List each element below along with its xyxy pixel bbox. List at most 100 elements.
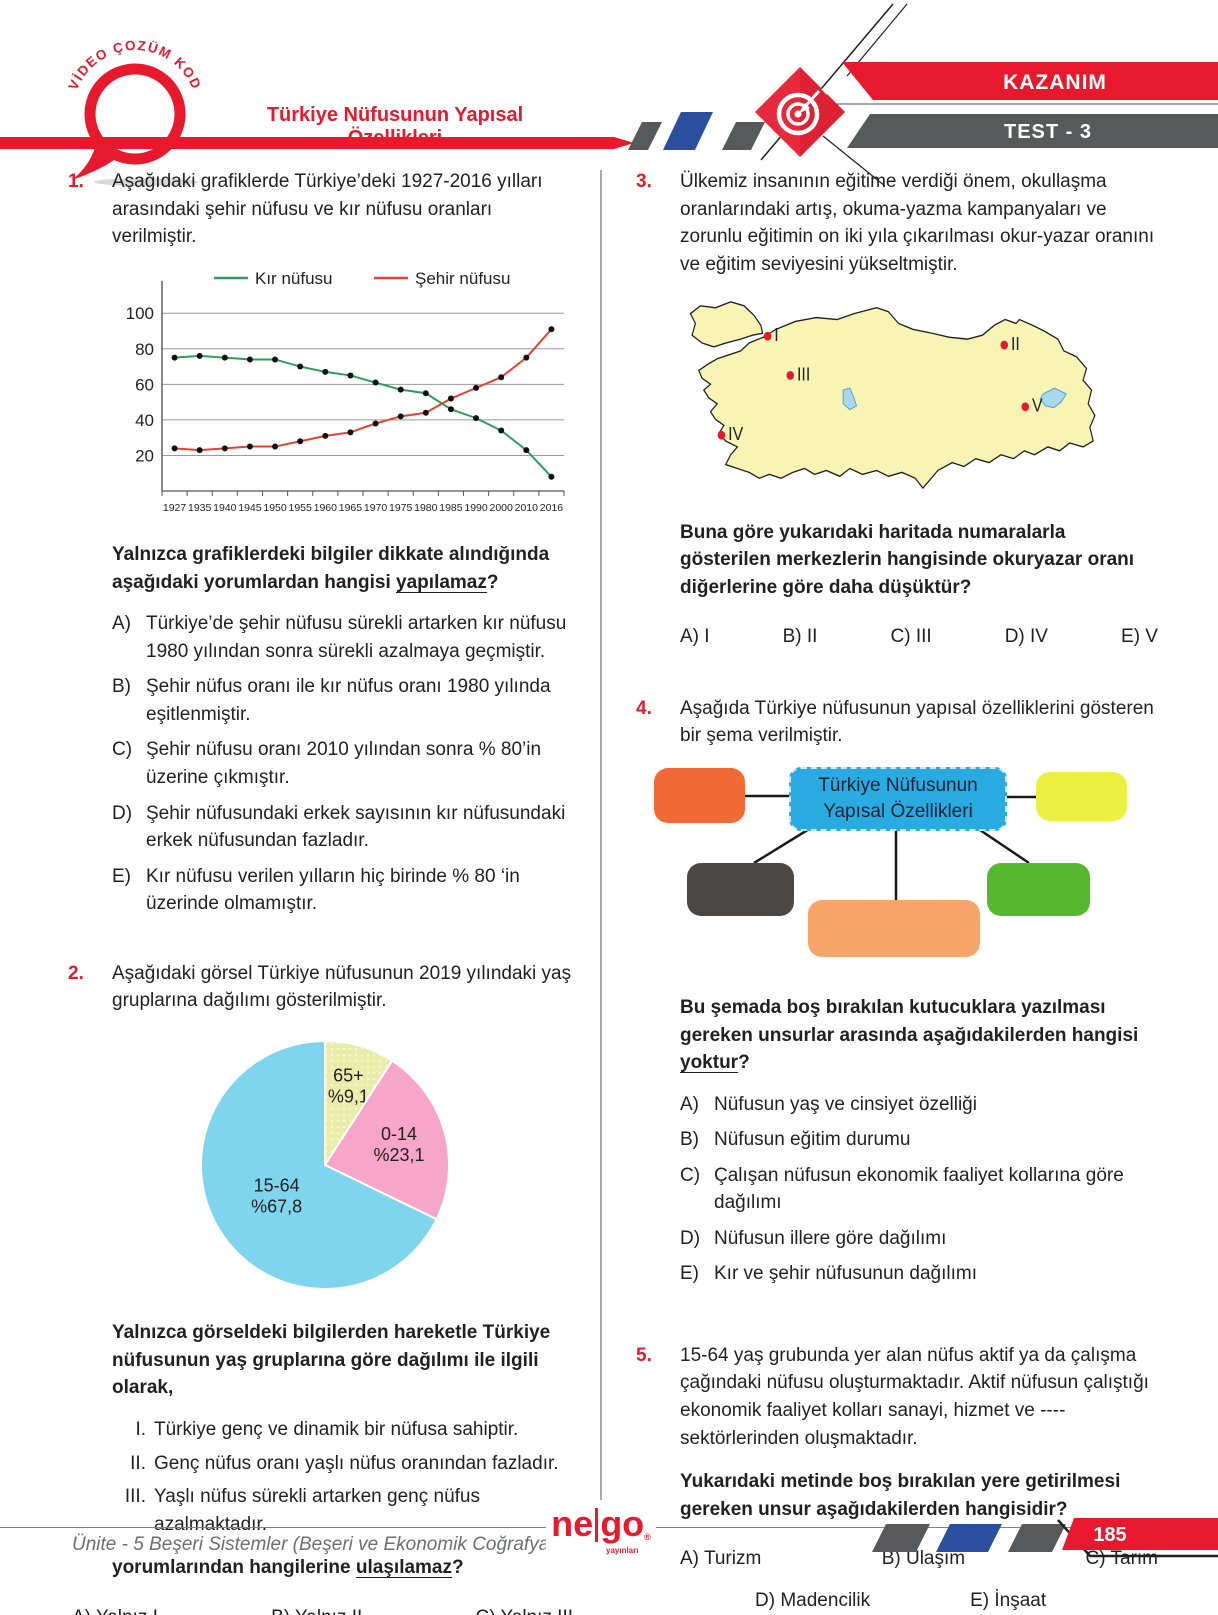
item-text: Türkiye genç ve dinamik bir nüfusa sahip… — [154, 1419, 519, 1441]
question-1: 1. Aşağıdaki grafiklerde Türkiye’deki 19… — [68, 168, 573, 926]
svg-text:1940: 1940 — [213, 502, 237, 514]
option-text: Tarım — [1110, 1548, 1159, 1570]
svg-text:60: 60 — [135, 375, 154, 394]
option-e[interactable]: E) Kır ve şehir nüfusunun dağılımı — [680, 1260, 1158, 1288]
option-a[interactable]: A) Türkiye’de şehir nüfusu sürekli artark… — [112, 610, 573, 665]
video-solution-code-logo: VİDEO ÇÖZÜM KODU — [60, 40, 203, 186]
svg-text:Kır nüfusu: Kır nüfusu — [255, 269, 333, 288]
question-2: 2. Aşağıdaki görsel Türkiye nüfusunun 20… — [68, 960, 573, 1615]
lake-tuz — [842, 387, 858, 411]
option-d[interactable]: D) Nüfusun illere göre dağılımı — [680, 1225, 1158, 1253]
stem-underlined-word: yoktur — [680, 1052, 739, 1074]
schema-box-left-empty[interactable] — [654, 768, 745, 824]
option-text: Ulaşım — [905, 1548, 966, 1570]
logo-ne: ne — [551, 1503, 594, 1544]
option-text: Yalnız I — [96, 1607, 158, 1615]
option-b[interactable]: B) Yalnız II — [271, 1604, 362, 1615]
item-3: III. Yaşlı nüfus sürekli artarken genç nü… — [112, 1483, 573, 1538]
question-3: 3. Ülkemiz insanının eğitime verdiği öne… — [636, 168, 1158, 651]
option-d[interactable]: D) Şehir nüfusundaki erkek sayısının kır … — [112, 800, 573, 855]
option-c[interactable]: C) Tarım — [1086, 1545, 1159, 1573]
test-banner — [847, 114, 1218, 148]
option-c[interactable]: C) Şehir nüfusu oranı 2010 yılından sonra… — [112, 736, 573, 791]
question-4-text: Aşağıda Türkiye nüfusunun yapısal özelli… — [680, 697, 1154, 747]
question-2-items: I. Türkiye genç ve dinamik bir nüfusa sah… — [112, 1416, 573, 1538]
logo-ring[interactable] — [84, 63, 186, 165]
question-1-options: A) Türkiye’de şehir nüfusu sürekli artark… — [112, 610, 573, 917]
svg-text:1960: 1960 — [314, 502, 338, 514]
svg-text:80: 80 — [135, 339, 154, 358]
stem-text: Yalnızca grafiklerdeki bilgiler dikkate … — [112, 544, 550, 593]
stripe-gray — [628, 122, 662, 150]
lake-van — [1039, 387, 1068, 409]
kazanim-label: KAZANIM — [1003, 71, 1107, 94]
option-e[interactable]: E) Kır nüfusu verilen yılların hiç birind… — [112, 863, 573, 918]
population-schema-diagram: Türkiye Nüfusunun Yapısal Özellikleri — [654, 764, 1136, 964]
svg-text:IV: IV — [728, 423, 743, 444]
option-text: Yalnız III — [500, 1607, 573, 1615]
question-4: 4. Aşağıda Türkiye nüfusunun yapısal öze… — [636, 695, 1158, 1296]
option-e[interactable]: E) V — [1121, 623, 1158, 651]
option-b[interactable]: B) Nüfusun eğitim durumu — [680, 1126, 1158, 1154]
option-a[interactable]: A) I — [680, 623, 710, 651]
option-label: E) — [1121, 626, 1141, 648]
option-label: A) — [680, 1548, 699, 1570]
svg-text:1980: 1980 — [414, 502, 438, 514]
question-2-text: Aşağıdaki görsel Türkiye nüfusunun 2019 … — [112, 962, 572, 1012]
option-text: V — [1145, 626, 1158, 648]
anatolia-outline — [698, 307, 1096, 490]
option-b[interactable]: B) Ulaşım — [882, 1545, 965, 1573]
publisher-logo[interactable]: ne go ® yayınları — [546, 1500, 656, 1578]
option-b[interactable]: B) Şehir nüfus oranı ile kır nüfus oranı … — [112, 673, 573, 728]
option-a[interactable]: A) Turizm — [680, 1545, 761, 1573]
svg-text:1935: 1935 — [188, 502, 212, 514]
stem-text: Bu şemada boş bırakılan kutucuklara yazı… — [680, 997, 1139, 1046]
publisher-logo-subtext: yayınları — [606, 1546, 639, 1555]
column-divider — [600, 170, 602, 1518]
ribbon-red — [1062, 1518, 1218, 1550]
schema-box-bottom-center-empty[interactable] — [808, 900, 980, 958]
option-text: IV — [1030, 626, 1048, 648]
question-3-text: Ülkemiz insanının eğitime verdiği önem, … — [680, 171, 1155, 275]
option-d[interactable]: D) IV — [1005, 623, 1048, 651]
question-2-stem: yorumlarından hangilerine ulaşılamaz? — [112, 1554, 573, 1582]
schema-box-right-empty[interactable] — [1036, 772, 1127, 822]
option-text: Madencilik — [780, 1589, 871, 1611]
svg-text:15-64%67,8: 15-64 %67,8 — [251, 1175, 302, 1216]
option-label: B) — [782, 626, 802, 648]
option-c[interactable]: C) Çalışan nüfusun ekonomik faaliyet koll… — [680, 1162, 1158, 1217]
option-a[interactable]: A) Nüfusun yaş ve cinsiyet özelliği — [680, 1091, 1158, 1119]
svg-text:2010: 2010 — [515, 502, 539, 514]
option-text: I — [704, 626, 710, 648]
schema-box-center[interactable]: Türkiye Nüfusunun Yapısal Özellikleri — [789, 767, 1007, 832]
item-2: II. Genç nüfus oranı yaşlı nüfus oranında… — [112, 1450, 573, 1478]
option-text: Kır nüfusu verilen yılların hiç birinde … — [146, 865, 520, 915]
option-text: Çalışan nüfusun ekonomik faaliyet kollar… — [714, 1164, 1124, 1214]
stripe-gray — [722, 122, 765, 150]
option-label: B) — [881, 1548, 901, 1570]
svg-text:1985: 1985 — [439, 502, 463, 514]
schema-box-bottom-left-empty[interactable] — [687, 863, 794, 917]
option-text: III — [915, 626, 932, 648]
question-1-stem: Yalnızca grafiklerdeki bilgiler dikkate … — [112, 541, 573, 596]
right-column: 3. Ülkemiz insanının eğitime verdiği öne… — [636, 168, 1158, 1615]
option-c[interactable]: C) Yalnız III — [475, 1604, 573, 1615]
option-label: C) — [890, 626, 911, 648]
option-label: E) — [680, 1263, 699, 1285]
logo-separator — [595, 1508, 599, 1542]
option-text: II — [806, 626, 818, 648]
schema-box-bottom-right-empty[interactable] — [987, 863, 1090, 917]
option-b[interactable]: B) II — [783, 623, 818, 651]
option-e[interactable]: E) İnşaat — [970, 1587, 1046, 1615]
option-c[interactable]: C) III — [890, 623, 931, 651]
stripe-blue — [663, 112, 713, 150]
svg-text:III: III — [797, 363, 810, 384]
svg-text:65+%9,1: 65+ %9,1 — [328, 1065, 369, 1106]
option-a[interactable]: A) Yalnız I — [72, 1604, 158, 1615]
option-text: Nüfusun yaş ve cinsiyet özelliği — [714, 1093, 977, 1115]
header-red-bar — [0, 137, 634, 149]
svg-text:2016: 2016 — [540, 502, 564, 514]
stem-text: yorumlarından hangilerine — [112, 1557, 356, 1579]
option-d[interactable]: D) Madencilik — [755, 1587, 870, 1615]
svg-text:1970: 1970 — [364, 502, 388, 514]
